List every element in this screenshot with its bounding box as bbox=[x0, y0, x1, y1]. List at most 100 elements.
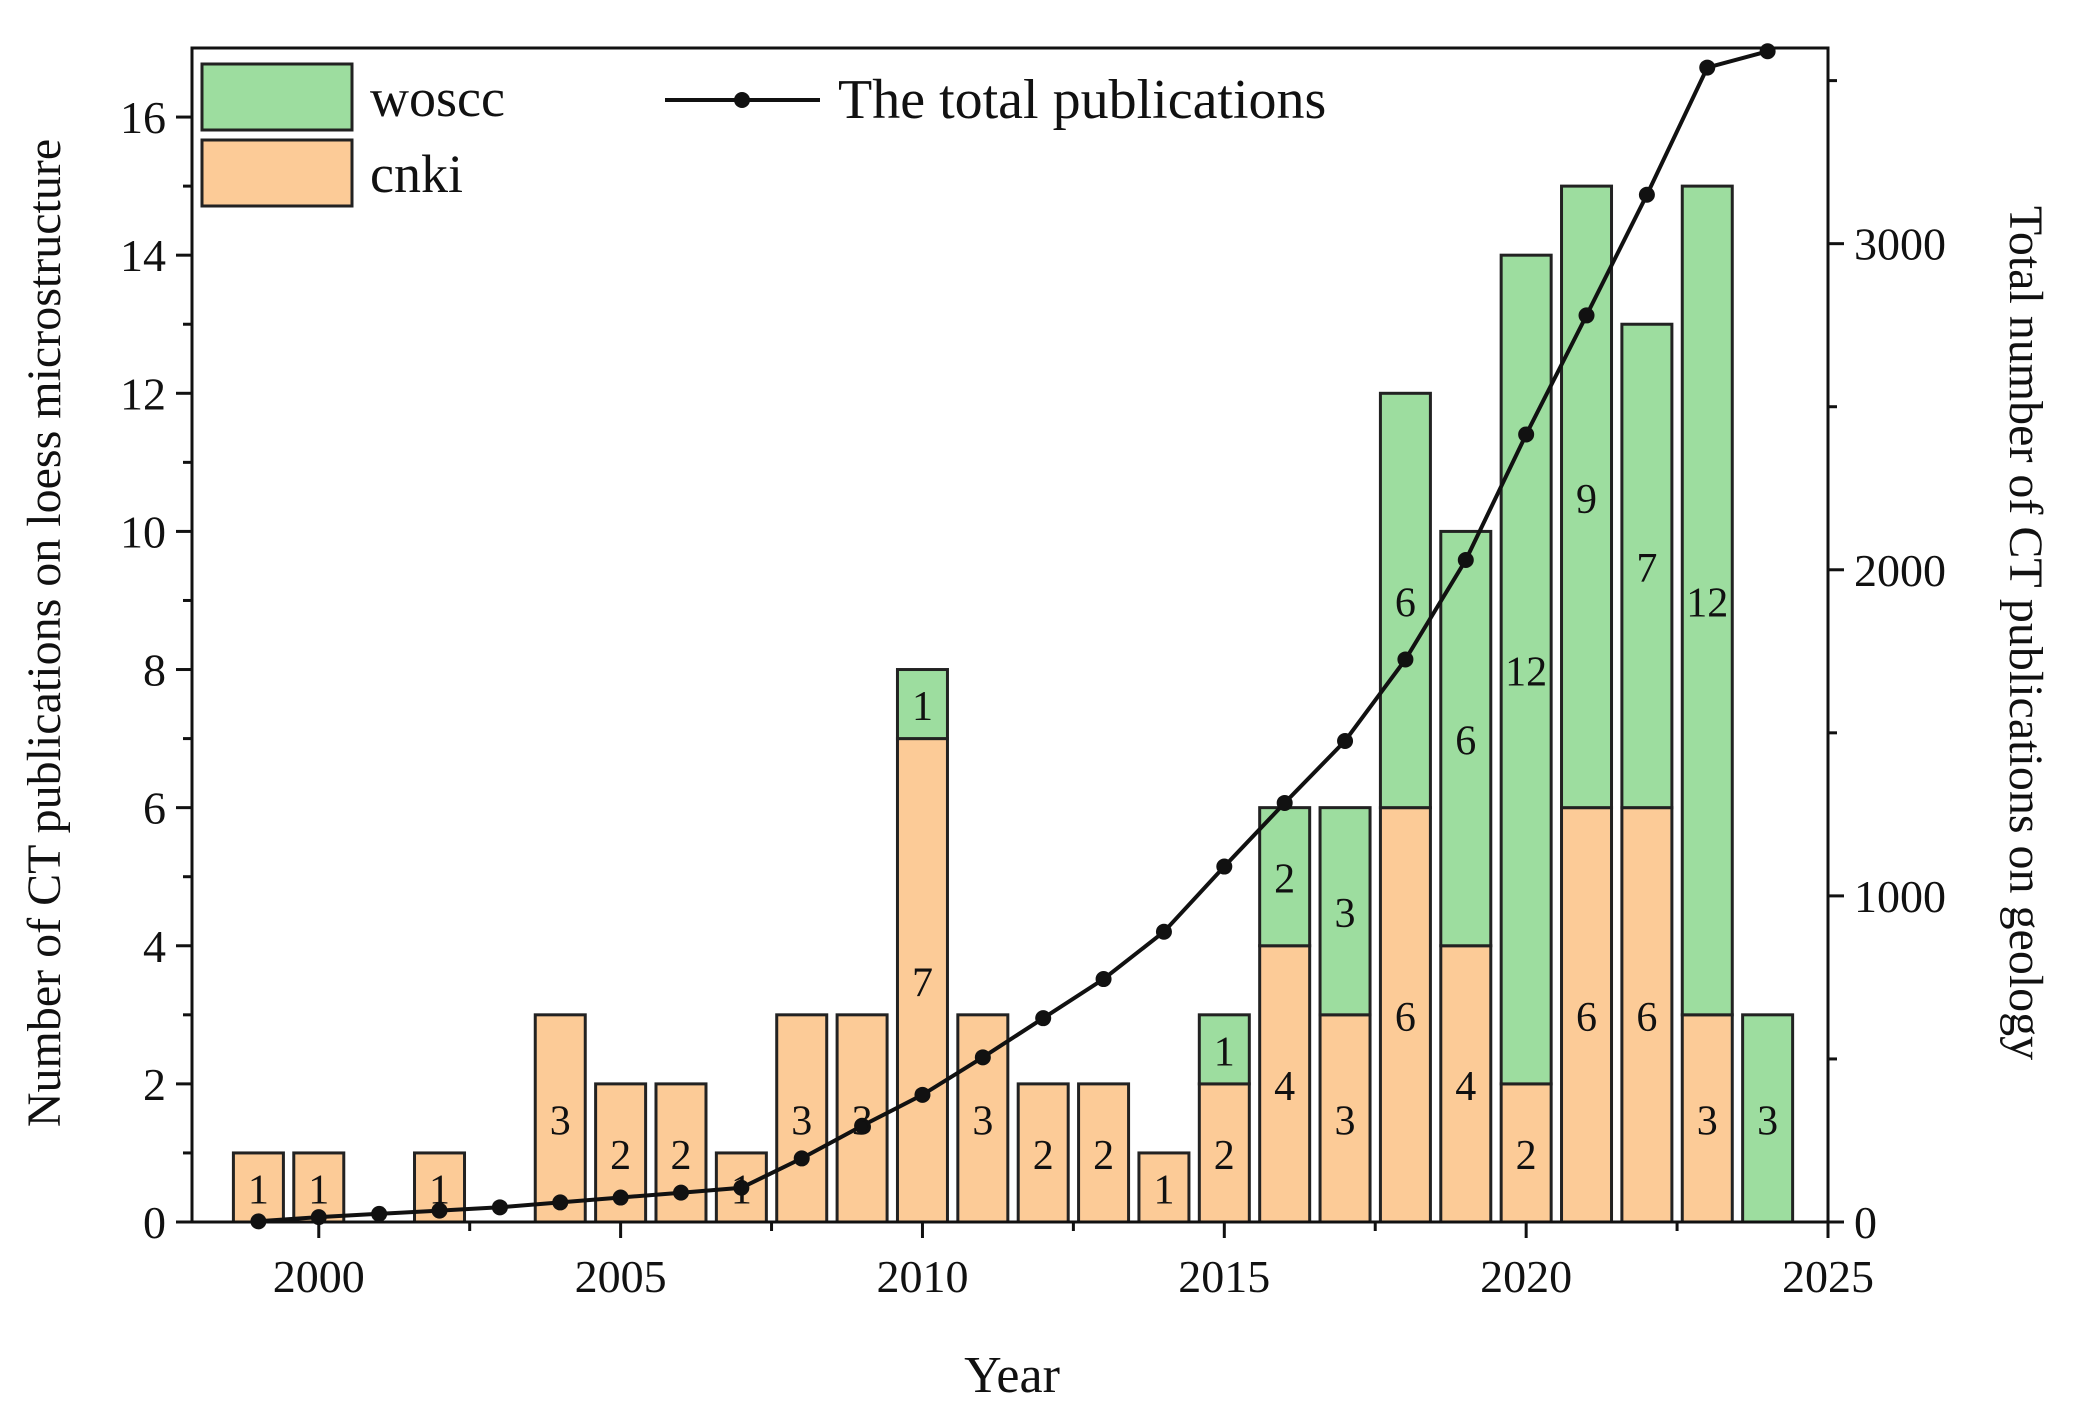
y-tick-label-2: 2 bbox=[143, 1059, 166, 1110]
bar-label-cnki-2010: 7 bbox=[912, 960, 933, 1006]
bar-label-woscc-2020: 12 bbox=[1505, 650, 1547, 696]
bar-label-woscc-2022: 7 bbox=[1636, 546, 1657, 592]
bar-label-cnki-2022: 6 bbox=[1636, 995, 1657, 1041]
y2-tick-label-3000: 3000 bbox=[1854, 219, 1946, 270]
bar-woscc-2019 bbox=[1439, 529, 1493, 948]
total-publications-point-2024 bbox=[1759, 43, 1776, 60]
bar-label-cnki-2016: 4 bbox=[1274, 1064, 1295, 1110]
total-publications-point-2011 bbox=[974, 1049, 991, 1066]
total-publications-point-2014 bbox=[1155, 923, 1172, 940]
y-tick-label-16: 16 bbox=[120, 92, 166, 143]
bar-label-cnki-2018: 6 bbox=[1395, 995, 1416, 1041]
y-tick-label-4: 4 bbox=[143, 921, 166, 972]
bar-label-cnki-2012: 2 bbox=[1033, 1133, 1054, 1179]
total-publications-point-2008 bbox=[793, 1150, 810, 1167]
bar-cnki-2004 bbox=[533, 1013, 587, 1224]
bar-label-cnki-2013: 2 bbox=[1093, 1133, 1114, 1179]
total-publications-point-2019 bbox=[1457, 551, 1474, 568]
y-tick-label-0: 0 bbox=[143, 1197, 166, 1248]
y-tick-label-8: 8 bbox=[143, 645, 166, 696]
total-publications-point-2022 bbox=[1638, 186, 1655, 203]
bar-label-cnki-2009: 3 bbox=[852, 1098, 873, 1144]
bar-woscc-2010 bbox=[895, 668, 949, 741]
total-publications-point-2015 bbox=[1216, 858, 1233, 875]
y-tick-label-14: 14 bbox=[120, 230, 166, 281]
bar-cnki-2016 bbox=[1258, 944, 1312, 1224]
bar-woscc-2017 bbox=[1318, 806, 1372, 1017]
bar-label-cnki-2020: 2 bbox=[1516, 1133, 1537, 1179]
x-axis-label: Year bbox=[964, 1347, 1060, 1404]
total-publications-line bbox=[258, 49, 1769, 1224]
bar-label-cnki-2017: 3 bbox=[1335, 1098, 1356, 1144]
bar-cnki-2019 bbox=[1439, 944, 1493, 1224]
x-tick-label-2015: 2015 bbox=[1178, 1251, 1270, 1302]
x-tick-label-2025: 2025 bbox=[1782, 1251, 1874, 1302]
bar-label-cnki-1999: 1 bbox=[248, 1167, 269, 1213]
total-publications-point-2016 bbox=[1276, 794, 1293, 811]
bar-label-woscc-2019: 6 bbox=[1455, 719, 1476, 765]
bar-cnki-2017 bbox=[1318, 1013, 1372, 1224]
total-publications-point-2007 bbox=[733, 1179, 750, 1196]
bar-woscc-2020 bbox=[1499, 253, 1553, 1086]
y2-axis-label: Total number of CT publications on geolo… bbox=[1999, 206, 2052, 1060]
legend-swatch-cnki bbox=[200, 138, 354, 208]
legend: woscc cnki The total publications bbox=[200, 62, 1326, 208]
total-publications-point-2002 bbox=[431, 1202, 448, 1219]
bar-woscc-2022 bbox=[1620, 322, 1674, 810]
bar-label-woscc-2024: 3 bbox=[1757, 1098, 1778, 1144]
total-publications-point-2010 bbox=[914, 1086, 931, 1103]
total-publications-point-2012 bbox=[1035, 1010, 1052, 1027]
y2-tick-label-0: 0 bbox=[1854, 1197, 1877, 1248]
total-publications-point-2013 bbox=[1095, 971, 1112, 988]
total-publications-point-2020 bbox=[1518, 426, 1535, 443]
plot-frame bbox=[190, 46, 1830, 1224]
bar-label-woscc-2017: 3 bbox=[1335, 891, 1356, 937]
bar-label-cnki-2021: 6 bbox=[1576, 995, 1597, 1041]
y-axis-label: Number of CT publications on loess micro… bbox=[18, 139, 71, 1127]
y2-tick-label-1000: 1000 bbox=[1854, 871, 1946, 922]
bar-woscc-2021 bbox=[1560, 184, 1614, 810]
legend-label-total-publications: The total publications bbox=[838, 69, 1326, 131]
total-publications-point-2023 bbox=[1699, 59, 1716, 76]
x-tick-label-2000: 2000 bbox=[273, 1251, 365, 1302]
y-tick-label-10: 10 bbox=[120, 506, 166, 557]
total-publications-point-2018 bbox=[1397, 651, 1414, 668]
bar-label-cnki-2019: 4 bbox=[1455, 1064, 1476, 1110]
bar-label-cnki-2007: 1 bbox=[731, 1167, 752, 1213]
bar-label-woscc-2023: 12 bbox=[1686, 580, 1728, 626]
total-publications-point-2006 bbox=[672, 1184, 689, 1201]
bar-label-cnki-2008: 3 bbox=[791, 1098, 812, 1144]
bar-label-cnki-2011: 3 bbox=[972, 1098, 993, 1144]
bar-label-cnki-2015: 2 bbox=[1214, 1133, 1235, 1179]
bar-label-cnki-2006: 2 bbox=[670, 1133, 691, 1179]
x-tick-label-2010: 2010 bbox=[876, 1251, 968, 1302]
bar-label-woscc-2018: 6 bbox=[1395, 580, 1416, 626]
legend-label-woscc: woscc bbox=[370, 68, 505, 128]
total-publications-point-2017 bbox=[1337, 732, 1354, 749]
bar-label-woscc-2021: 9 bbox=[1576, 477, 1597, 523]
bar-label-cnki-2005: 2 bbox=[610, 1133, 631, 1179]
bar-woscc-2015 bbox=[1197, 1013, 1251, 1086]
total-publications-point-2005 bbox=[612, 1189, 629, 1206]
bar-label-cnki-2004: 3 bbox=[550, 1098, 571, 1144]
legend-swatch-woscc bbox=[200, 62, 354, 132]
bar-cnki-2010 bbox=[895, 737, 949, 1224]
x-tick-label-2020: 2020 bbox=[1480, 1251, 1572, 1302]
bar-label-woscc-2010: 1 bbox=[912, 684, 933, 730]
bar-label-cnki-2002: 1 bbox=[429, 1167, 450, 1213]
bar-woscc-2016 bbox=[1258, 806, 1312, 948]
x-tick-label-2005: 2005 bbox=[575, 1251, 667, 1302]
bar-label-cnki-2000: 1 bbox=[308, 1167, 329, 1213]
y-tick-label-12: 12 bbox=[120, 368, 166, 419]
bar-label-cnki-2023: 3 bbox=[1697, 1098, 1718, 1144]
bar-label-woscc-2016: 2 bbox=[1274, 857, 1295, 903]
bar-cnki-2008 bbox=[775, 1013, 829, 1224]
bar-woscc-2018 bbox=[1378, 391, 1432, 810]
total-publications-point-2004 bbox=[552, 1194, 569, 1211]
bar-label-cnki-2014: 1 bbox=[1153, 1167, 1174, 1213]
legend-label-cnki: cnki bbox=[370, 144, 463, 204]
bar-woscc-2023 bbox=[1680, 184, 1734, 1017]
legend-line-marker bbox=[734, 92, 750, 108]
